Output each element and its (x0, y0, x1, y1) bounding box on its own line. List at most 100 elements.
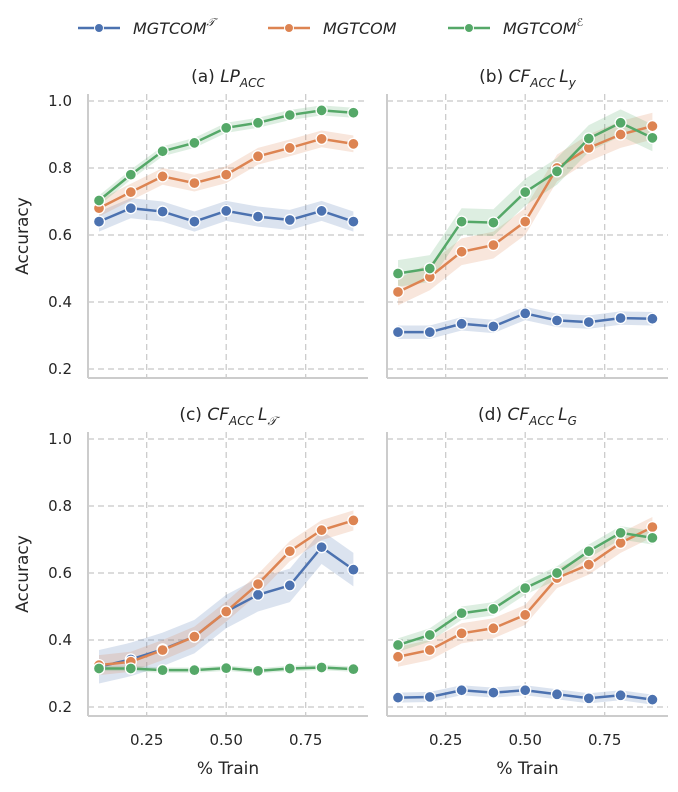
data-point (582, 132, 595, 145)
title-main: CF (207, 405, 229, 425)
data-point (646, 119, 659, 133)
data-point (423, 643, 436, 657)
y-axis-label: Accuracy (13, 535, 33, 613)
y-tick-label: 0.2 (48, 360, 72, 378)
title-extra: L (558, 405, 567, 425)
data-point (283, 213, 296, 227)
legend-label-base: MGTCOM (323, 19, 397, 38)
data-point (315, 104, 328, 117)
data-point (455, 317, 468, 330)
data-point (251, 577, 265, 591)
data-point (156, 170, 169, 183)
legend-label: MGTCOM (323, 19, 397, 38)
x-axis-label: % Train (197, 759, 259, 779)
data-point (455, 684, 468, 697)
title-prefix: (b) (479, 67, 508, 87)
data-point (347, 215, 360, 228)
title-extra: L (559, 67, 568, 87)
legend-label-base: MGTCOM (503, 19, 577, 38)
title-prefix: (c) (179, 405, 207, 425)
data-point (391, 638, 405, 652)
data-point (220, 661, 233, 675)
data-point (391, 285, 405, 299)
legend-label-sup: ℰ (577, 16, 584, 29)
panel-title: (a) LPACC (191, 67, 265, 90)
legend-marker (464, 23, 474, 33)
data-point (614, 536, 627, 549)
data-point (251, 116, 265, 129)
panel-d: 0.25 0.50 0.75 (d) CFACC LG % Train (386, 405, 668, 779)
data-point (487, 602, 500, 615)
title-sub: ACC (528, 414, 555, 428)
title-sub: ACC (239, 76, 266, 90)
data-point (188, 215, 201, 228)
data-point (347, 662, 360, 676)
data-point (220, 168, 233, 181)
data-point (283, 662, 296, 675)
x-tick-label: 0.75 (588, 731, 621, 749)
legend-label: MGTCOMℰ (503, 16, 584, 38)
y-tick-label: 0.8 (48, 159, 72, 177)
title-extra: L (258, 405, 267, 425)
data-point (519, 581, 532, 595)
data-point (614, 689, 627, 702)
panel-title: (c) CFACC L𝒯 (179, 405, 280, 428)
data-point (423, 628, 436, 642)
title-main: CF (509, 67, 531, 87)
x-tick-label: 0.50 (209, 731, 242, 749)
x-tick-label: 0.50 (508, 731, 541, 749)
data-point (347, 514, 360, 527)
data-point (455, 215, 468, 228)
x-tick-label: 0.25 (429, 731, 462, 749)
data-point (614, 526, 627, 539)
data-point (315, 523, 328, 537)
y-tick-label: 0.4 (48, 631, 72, 649)
data-point (251, 210, 265, 223)
title-extra-sub: 𝒯 (267, 414, 280, 428)
legend-item: MGTCOM𝒯 (78, 16, 219, 38)
data-point (455, 245, 468, 258)
data-point (582, 315, 595, 329)
legend-marker (94, 23, 104, 33)
data-point (315, 661, 328, 674)
panel-c: 0.2 0.4 0.6 0.8 1.0 0.25 0.50 0.75 (c) CFACC L𝒯 Ac… (13, 405, 368, 779)
data-point (188, 664, 201, 677)
panel-b: (b) CFACC Ly (386, 67, 668, 379)
data-point (646, 131, 659, 145)
data-point (124, 202, 137, 215)
data-point (347, 137, 360, 151)
title-extra-sub: G (568, 414, 577, 428)
x-axis-label: % Train (496, 759, 558, 779)
data-point (156, 145, 169, 158)
data-point (487, 622, 500, 635)
data-point (315, 132, 328, 146)
title-prefix: (d) (478, 405, 507, 425)
data-point (315, 204, 328, 218)
data-point (156, 205, 169, 218)
y-tick-label: 1.0 (48, 92, 72, 110)
data-point (423, 690, 436, 704)
data-point (220, 121, 233, 134)
data-point (124, 185, 137, 199)
y-axis-label: Accuracy (13, 197, 33, 275)
data-point (92, 662, 106, 675)
data-point (614, 128, 627, 141)
data-point (391, 267, 405, 280)
data-point (614, 311, 627, 325)
data-point (124, 168, 137, 181)
legend-label-sup: 𝒯 (207, 16, 219, 29)
y-tick-label: 0.6 (48, 564, 72, 582)
data-point (582, 558, 595, 571)
data-point (487, 320, 500, 333)
data-point (391, 650, 405, 663)
legend-item: MGTCOM (268, 19, 397, 38)
data-point (519, 185, 532, 199)
data-point (550, 566, 564, 580)
x-tick-label: 0.25 (130, 731, 163, 749)
panel-title: (d) CFACC LG (478, 405, 577, 428)
panel-title: (b) CFACC Ly (479, 67, 577, 90)
data-point (92, 215, 106, 228)
data-point (251, 150, 265, 163)
data-point (315, 541, 328, 554)
